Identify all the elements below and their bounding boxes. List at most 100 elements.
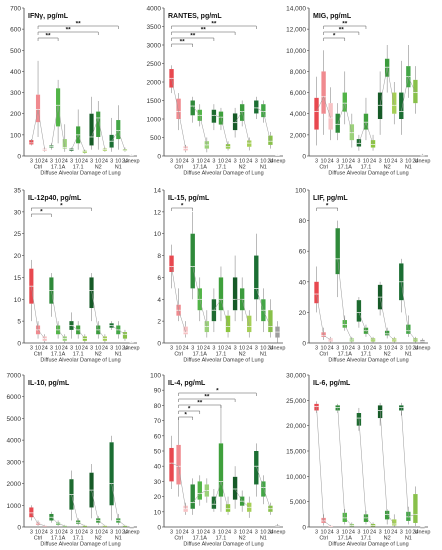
panel-8-trend-line — [379, 410, 395, 525]
panel-6-day-label: 10 — [55, 530, 61, 536]
panel-1-day-label: 24 — [246, 159, 252, 165]
panel-1-y-tick-label: 0 — [157, 154, 161, 161]
panel-5-day-label: 10 — [405, 346, 411, 352]
panel-3-sig-label: * — [60, 203, 63, 210]
panel-2-day-label: 24 — [349, 159, 355, 165]
panel-1-day-label: 10 — [176, 159, 182, 165]
panel-0-group-label: 17.1 — [73, 165, 84, 171]
panel-2-box — [399, 92, 404, 119]
panel-1-trend-line — [256, 107, 271, 142]
panel-3-y-tick-label: 30 — [14, 209, 22, 216]
panel-2-day-label: 3 — [315, 159, 318, 165]
panel-3-day-label: 3 — [30, 346, 33, 352]
panel-1-sig-label: ** — [190, 33, 196, 40]
panel-4-day-label: 10 — [239, 346, 245, 352]
panel-2-day-label: 24 — [412, 159, 418, 165]
panel-5-x-axis-label: Diffuse Alveolar Damage of Lung — [328, 358, 408, 364]
panel-3-day-label: 24 — [62, 346, 68, 352]
panel-0-day-label: 10 — [115, 159, 121, 165]
panel-6-group-label: 17.1 — [73, 536, 84, 542]
panel-0-box — [35, 94, 41, 123]
panel-8-day-label: 24 — [370, 530, 376, 536]
panel-5-box — [335, 228, 340, 275]
panel-7-y-tick-label: 0 — [157, 525, 161, 532]
panel-1-y-tick-label: 2000 — [147, 80, 162, 87]
panel-4-y-tick-label: 0 — [157, 341, 161, 348]
panel-2-x-axis-label: Diffuse Alveolar Damage of Lung — [328, 171, 408, 177]
panel-3-y-tick-label: 5 — [17, 319, 21, 326]
panel-4-trend-line — [256, 288, 271, 327]
panel-1-sig-bracket — [171, 43, 193, 47]
panel-8-group — [307, 374, 428, 529]
panel-8-title: IL-6, pg/mL — [313, 380, 351, 387]
panel-4-sig-bracket — [171, 207, 193, 211]
panel-1-trend-line — [171, 78, 186, 149]
panel-5-day-label: 24 — [349, 346, 355, 352]
panel-3-y-tick-label: 0 — [17, 341, 21, 348]
panel-7-y-tick-label: 20 — [154, 494, 162, 501]
panel-6-y-tick-label: 6000 — [7, 394, 22, 401]
panel-2-sig-label: ** — [339, 27, 345, 34]
panel-3-x-axis-label: Diffuse Alveolar Damage of Lung — [40, 358, 120, 364]
panel-4-trend-line — [235, 299, 250, 327]
panel-7-group-label: N2 — [239, 536, 246, 542]
panel-7-sig-bracket — [178, 404, 222, 408]
panel-7-sig-label: ** — [197, 400, 203, 407]
panel-0-box — [56, 88, 61, 127]
panel-0-trend-line — [111, 130, 126, 151]
panel-6-day-label: 24 — [82, 530, 88, 536]
panel-3-group-label: Unexp — [124, 346, 140, 352]
panel-3-group-label: 17.1A — [51, 352, 66, 358]
panel-0-y-tick-label: 100 — [10, 132, 21, 139]
panel-1-box — [254, 100, 259, 114]
panel-7-trend-line — [171, 462, 186, 509]
panel-1-box — [261, 104, 266, 118]
panel-8-y-tick-label: 5,000 — [290, 499, 307, 506]
panel-7-box — [232, 476, 238, 500]
panel-4-group-label: 17.1 — [216, 352, 227, 358]
panel-6-y-tick-label: 4000 — [7, 438, 22, 445]
panel-8-day-label: 10 — [363, 530, 369, 536]
panel-0-y-tick-label: 0 — [17, 154, 21, 161]
panel-2-group-label: Ctrl — [319, 165, 328, 171]
panel-0-sig-label: ** — [66, 27, 72, 34]
panel-4-day-label: 3 — [191, 346, 194, 352]
panel-3-group-label: 17.1 — [73, 352, 84, 358]
panel-4-day-label: 3 — [212, 346, 215, 352]
panel-4-y-tick-label: 12 — [154, 209, 162, 216]
panel-8-y-tick-label: 15,000 — [286, 449, 306, 456]
panel-5-group-label: N1 — [405, 352, 412, 358]
panel-4-day-label: 3 — [170, 346, 173, 352]
panel-6-day-label: 3 — [50, 530, 53, 536]
panel-6-day-label: 24 — [42, 530, 48, 536]
panel-8-group-label: N2 — [384, 536, 391, 542]
panel-4-box — [254, 255, 259, 300]
panel-0-sig-label: ** — [76, 21, 82, 28]
panel-7-day-label: 10 — [176, 530, 182, 536]
panel-0-y-tick-label: 600 — [10, 27, 21, 34]
panel-1-y-tick-label: 4000 — [147, 6, 162, 13]
panel-7-box — [176, 444, 181, 485]
panel-2-group-label: N2 — [384, 165, 391, 171]
panel-8-y-tick-label: 0 — [302, 525, 306, 532]
panel-0-sig-bracket — [37, 25, 119, 29]
panel-6-day-label: 10 — [75, 530, 81, 536]
panel-2-trend-line — [401, 75, 416, 112]
panel-0-sig-bracket — [37, 31, 99, 35]
panel-4-trend-line — [192, 266, 208, 327]
panel-0-day-label: 24 — [42, 159, 48, 165]
panel-7-group-label: 17.1A — [193, 536, 208, 542]
panel-3-sig-bracket — [31, 207, 92, 211]
panel-5-day-label: 3 — [357, 346, 360, 352]
panel-8-day-label: 10 — [321, 530, 327, 536]
panel-4-day-label: 24 — [225, 346, 231, 352]
panel-8-box — [384, 510, 390, 520]
panel-0-group-label: N1 — [115, 165, 122, 171]
panel-3-y-tick-label: 35 — [14, 188, 22, 195]
panel-6-group-label: 17.1A — [51, 536, 66, 542]
panel-6-y-tick-label: 0 — [17, 525, 21, 532]
panel-6-box — [129, 526, 134, 529]
panel-2-day-label: 3 — [336, 159, 339, 165]
panel-0-day-label: 10 — [75, 159, 81, 165]
